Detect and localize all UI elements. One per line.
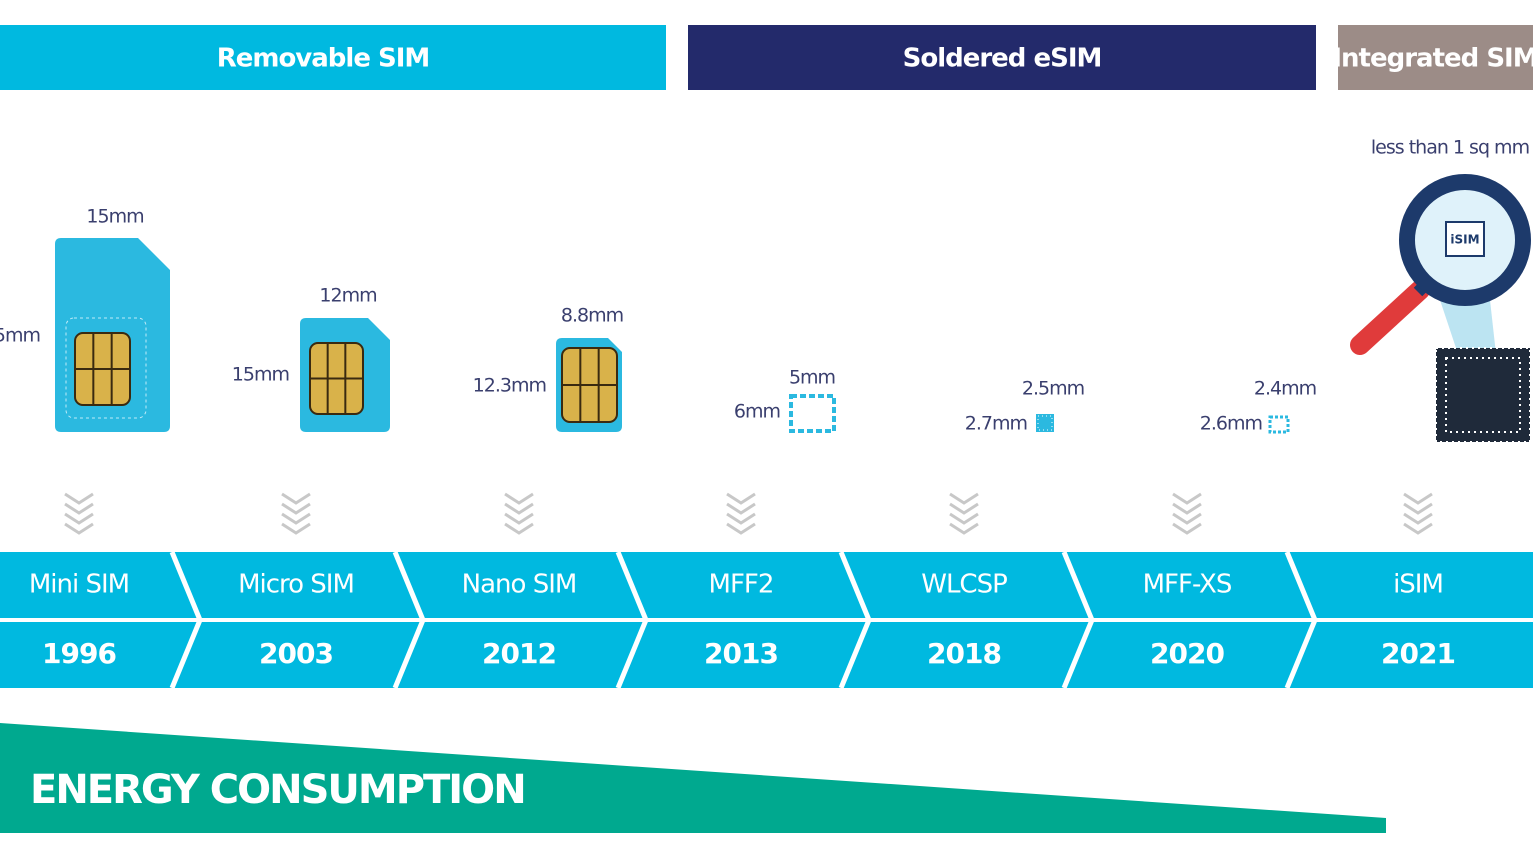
group-bar (0, 25, 666, 90)
timeline-separator (615, 551, 649, 689)
mffxs-package (1268, 415, 1290, 434)
width-label: 5mm (789, 367, 835, 389)
sim-name: Micro SIM (238, 570, 354, 600)
height-label: 2.7mm (965, 413, 1027, 435)
height-label: 6mm (734, 401, 780, 423)
sim-year: 1996 (42, 637, 116, 670)
group-bar (1338, 25, 1533, 90)
sim-year: 2003 (259, 637, 333, 670)
sim-name: WLCSP (921, 570, 1007, 600)
down-chevron (1403, 512, 1433, 525)
down-chevron (64, 502, 94, 515)
down-chevron (726, 522, 756, 535)
down-chevron (64, 512, 94, 525)
chip-pins (1435, 347, 1531, 443)
sim-year: 2013 (704, 637, 778, 670)
sim-name: Mini SIM (29, 570, 129, 600)
mff2-package (789, 394, 836, 433)
group-label: Integrated SIM (1332, 44, 1533, 74)
chip-pins (1445, 357, 1521, 433)
down-chevron (64, 522, 94, 535)
timeline-separator (1061, 551, 1095, 689)
down-chevron (281, 502, 311, 515)
sim-year: 2012 (482, 637, 556, 670)
down-chevron (1403, 522, 1433, 535)
width-label: 2.4mm (1254, 378, 1316, 400)
isim-chip (1436, 348, 1530, 442)
down-chevron (281, 492, 311, 505)
down-chevron (726, 502, 756, 515)
group-label: Removable SIM (217, 44, 430, 74)
sim-name: MFF2 (709, 570, 774, 600)
height-label: 2.6mm (1200, 413, 1262, 435)
lens-chip (1445, 221, 1485, 257)
height-label: 15mm (232, 364, 289, 386)
down-chevron (281, 512, 311, 525)
sim-name: MFF-XS (1143, 570, 1232, 600)
wlcsp-dots (1037, 415, 1053, 431)
down-chevron (949, 492, 979, 505)
timeline-separator (169, 551, 203, 689)
magnifier-handle (1350, 280, 1430, 355)
chip-label: iSIM (1450, 233, 1479, 247)
down-chevron (504, 492, 534, 505)
group-bar (688, 25, 1316, 90)
energy-label: ENERGY CONSUMPTION (30, 767, 525, 813)
size-note: less than 1 sq mm (1371, 137, 1529, 159)
down-chevron (1403, 492, 1433, 505)
group-label: Soldered eSIM (903, 44, 1102, 74)
sim-name: Nano SIM (462, 570, 577, 600)
timeline-separator (392, 551, 426, 689)
down-chevron (64, 492, 94, 505)
down-chevron (504, 512, 534, 525)
sim-year: 2020 (1150, 637, 1224, 670)
sim-year: 2021 (1381, 637, 1455, 670)
down-chevron (726, 512, 756, 525)
down-chevron (1172, 512, 1202, 525)
down-chevron (1172, 522, 1202, 535)
down-chevron (504, 502, 534, 515)
sim-year: 2018 (927, 637, 1001, 670)
down-chevron (949, 522, 979, 535)
timeline-separator (1284, 551, 1318, 689)
width-label: 12mm (319, 285, 376, 307)
down-chevron (504, 522, 534, 535)
width-label: 8.8mm (561, 305, 623, 327)
energy-wedge (0, 723, 1386, 833)
down-chevron (949, 502, 979, 515)
width-label: 15mm (86, 206, 143, 228)
timeline-separator (838, 551, 872, 689)
down-chevron (726, 492, 756, 505)
sim-cutout (65, 317, 147, 419)
height-label: 12.3mm (473, 375, 546, 397)
down-chevron (281, 522, 311, 535)
down-chevron (1403, 502, 1433, 515)
width-label: 2.5mm (1022, 378, 1084, 400)
down-chevron (1172, 502, 1202, 515)
sim-name: iSIM (1393, 570, 1443, 600)
down-chevron (949, 512, 979, 525)
wlcsp-package (1036, 414, 1054, 432)
down-chevron (1172, 492, 1202, 505)
